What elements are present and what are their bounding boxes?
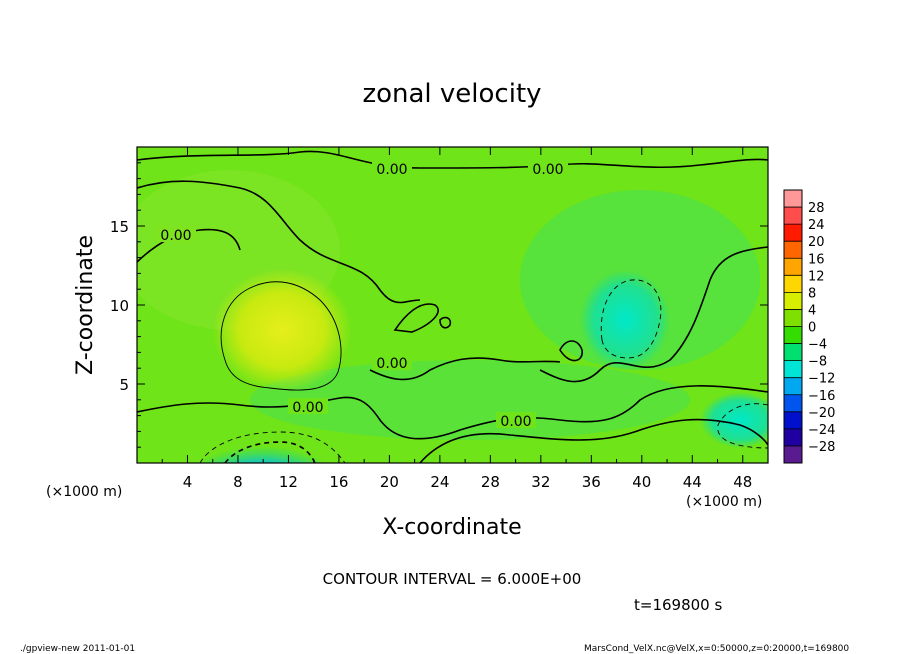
- y-tick-label: 5: [119, 376, 129, 394]
- x-axis: 4 8 12 16 20 24 28 32 36 40 44 48: [161, 147, 752, 491]
- y-tick-label: 15: [110, 218, 129, 236]
- colorbar-tick-label: −24: [808, 423, 835, 438]
- colorbar-swatch: [784, 445, 802, 464]
- x-axis-unit: (×1000 m): [686, 494, 762, 510]
- colorbar-swatch: [784, 224, 802, 242]
- contour-line-neg-6-right: [600, 279, 662, 359]
- contour-line-neg-12-left: [224, 441, 316, 463]
- contour-label: 0.00: [292, 400, 323, 416]
- colorbar-swatch: [784, 377, 802, 396]
- contour-line-neg-6-corner: [717, 403, 768, 449]
- contour-line-neg-6-left: [199, 431, 346, 463]
- x-tick-label: 20: [380, 473, 399, 491]
- feature-negative-min: [183, 430, 341, 463]
- colorbar-tick-label: 16: [808, 252, 825, 267]
- x-tick-label: 24: [430, 473, 449, 491]
- y-axis: 5 10 15: [110, 162, 768, 448]
- colorbar-tick-label: −20: [808, 406, 835, 421]
- contour-line-small-loops: [393, 303, 583, 362]
- chart-title: zonal velocity: [362, 79, 541, 109]
- x-tick-label: 12: [279, 473, 298, 491]
- x-tick-label: 32: [531, 473, 550, 491]
- contour-label: 0.00: [376, 162, 407, 178]
- colorbar-swatch: [784, 309, 802, 327]
- colorbar-tick-label: 20: [808, 235, 825, 250]
- x-tick-label: 8: [233, 473, 243, 491]
- colorbar-tick-label: 8: [808, 286, 816, 301]
- colorbar-swatch: [784, 258, 802, 276]
- colorbar-swatch: [784, 428, 802, 447]
- colorbar-swatch: [784, 360, 802, 379]
- footer-left: ./gpview-new 2011-01-01: [20, 644, 135, 654]
- colorbar-swatch: [784, 241, 802, 259]
- y-axis-unit: (×1000 m): [46, 484, 122, 500]
- colorbar-tick-label: −16: [808, 389, 835, 404]
- y-tick-label: 10: [110, 297, 129, 315]
- plot-area: 0.00 0.00 0.00 0.00 0.00 0.00: [137, 147, 768, 463]
- colorbar-tick-label: 0: [808, 321, 816, 336]
- contour-line-pos-6: [220, 281, 342, 391]
- x-tick-label: 36: [582, 473, 601, 491]
- contour-label: 0.00: [532, 162, 563, 178]
- colorbar-tick-label: −8: [808, 355, 827, 370]
- feature-positive-max-bottom: [422, 440, 598, 463]
- colorbar-tick-label: −4: [808, 338, 827, 353]
- contour-line-zero-upper: [137, 180, 421, 304]
- colorbar-tick-label: −12: [808, 372, 835, 387]
- colorbar-swatch: [784, 411, 802, 430]
- footer-right: MarsCond_VelX.nc@VelX,x=0:50000,z=0:2000…: [584, 644, 849, 654]
- x-tick-label: 40: [632, 473, 651, 491]
- colorbar-tick-label: −28: [808, 440, 835, 455]
- colorbar-tick-label: 24: [808, 218, 825, 233]
- x-tick-label: 4: [183, 473, 193, 491]
- y-axis-title: Z-coordinate: [73, 235, 98, 375]
- contour-label: 0.00: [160, 228, 191, 244]
- feature-negative-min-right: [580, 270, 670, 370]
- contour-line-zero-upper-2: [137, 228, 241, 263]
- feature-negative-min-corner: [700, 392, 768, 448]
- x-tick-label: 16: [329, 473, 348, 491]
- x-axis-title: X-coordinate: [382, 515, 521, 540]
- colorbar-tick-label: 4: [808, 303, 816, 318]
- colorbar: 28 24 20 16 12 8 4 0 −4 −8 −12 −16 −20 −24 −28: [783, 189, 835, 464]
- contour-line-zero-bottom: [419, 418, 768, 463]
- x-tick-label: 28: [481, 473, 500, 491]
- x-tick-label: 48: [733, 473, 752, 491]
- contour-line-zero-lower: [137, 385, 768, 440]
- colorbar-swatch: [784, 190, 802, 208]
- colorbar-tick-label: 28: [808, 201, 825, 216]
- time-stamp: t=169800 s: [634, 596, 722, 614]
- colorbar-swatch: [784, 343, 802, 362]
- colorbar-swatch: [784, 207, 802, 225]
- colorbar-tick-label: 12: [808, 269, 825, 284]
- field-lower-band: [250, 360, 690, 440]
- contour-labels: 0.00 0.00 0.00 0.00 0.00 0.00: [156, 160, 568, 430]
- colorbar-swatch: [784, 326, 802, 345]
- colorbar-swatch: [784, 275, 802, 293]
- colorbar-swatch: [784, 394, 802, 413]
- contour-label: 0.00: [500, 414, 531, 430]
- contour-interval: CONTOUR INTERVAL = 6.000E+00: [323, 570, 582, 588]
- feature-positive-max: [212, 268, 352, 392]
- contour-line-zero-right: [539, 246, 768, 383]
- contour-line-zero-mid: [369, 357, 561, 381]
- x-tick-label: 44: [683, 473, 702, 491]
- colorbar-swatch: [784, 292, 802, 310]
- contour-label: 0.00: [376, 356, 407, 372]
- contour-line-zero-top: [137, 150, 768, 169]
